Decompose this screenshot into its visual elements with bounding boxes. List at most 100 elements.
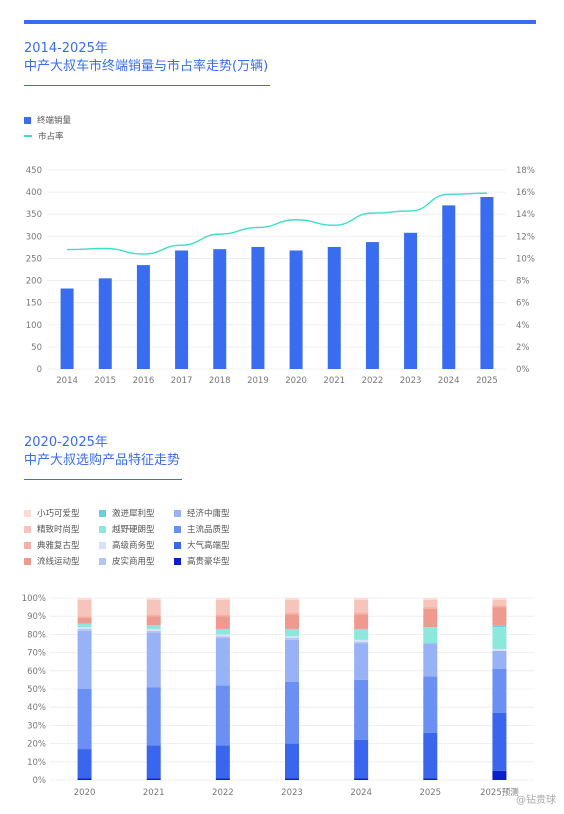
legend-item: 精致时尚型 (24, 522, 80, 536)
stack-segment (354, 679, 369, 740)
legend-item-share: 市占率 (24, 128, 71, 144)
legend-label: 越野硬朗型 (112, 525, 155, 535)
stack-segment (285, 636, 299, 639)
x-tick-label: 2018 (209, 376, 231, 386)
stack-segment (354, 778, 369, 780)
stack-segment (423, 599, 438, 608)
legend-label: 流线运动型 (37, 557, 80, 567)
legend-swatch (24, 557, 31, 565)
legend-label: 典雅复古型 (37, 541, 80, 551)
x-tick-label: 2015 (94, 376, 116, 386)
section1-underline (24, 85, 270, 86)
stack-segment (423, 732, 438, 779)
y2-tick-label: 8% (516, 277, 530, 287)
legend-swatch (174, 541, 181, 549)
stack-segment (285, 639, 299, 682)
stack-segment (77, 689, 92, 750)
stack-segment (146, 616, 161, 626)
stack-segment (77, 630, 92, 689)
x-tick-label: 2024 (438, 376, 460, 386)
stack-segment (285, 614, 299, 629)
x-tick-label: 2020 (285, 376, 307, 386)
stack-segment (77, 627, 92, 629)
y-tick-label: 50 (31, 343, 42, 353)
legend-swatch-sales (24, 116, 31, 124)
stack-segment (146, 614, 161, 617)
stack-segment (146, 745, 161, 779)
stack-segment (146, 632, 161, 688)
stack-segment (215, 634, 230, 637)
x-tick-label: 2014 (56, 376, 78, 386)
stack-segment (354, 641, 369, 644)
legend-item: 高贵豪华型 (174, 554, 230, 568)
stack-segment (146, 598, 161, 600)
x-tick-label: 2025预测 (480, 787, 519, 798)
legend-label: 激进犀利型 (112, 509, 155, 519)
sales-bar (289, 250, 303, 369)
stack-segment (354, 599, 369, 613)
stack-segment (77, 616, 92, 619)
stack-segment (285, 628, 299, 637)
stack-segment (423, 778, 438, 780)
stack-segment (146, 630, 161, 633)
sales-bar (327, 246, 341, 369)
y-tick-label: 20% (27, 740, 46, 750)
legend-item: 主流品质型 (174, 522, 230, 536)
stack-segment (492, 668, 507, 713)
y2-tick-label: 16% (516, 188, 535, 198)
stack-segment (354, 739, 369, 779)
watermark: @钻贵球 (516, 795, 556, 806)
stack-segment (492, 599, 507, 606)
y-tick-label: 90% (27, 612, 46, 622)
stack-segment (285, 778, 299, 780)
stack-segment (492, 712, 507, 771)
sales-bar (213, 249, 227, 369)
section1-title-line2: 中产大叔车市终端销量与市占率走势(万辆) (24, 59, 269, 74)
y-tick-label: 50% (27, 685, 46, 695)
x-tick-label: 2017 (171, 376, 193, 386)
y-tick-label: 30% (27, 721, 46, 731)
sales-bar (98, 278, 112, 369)
stack-segment (354, 598, 369, 600)
y-tick-label: 80% (27, 630, 46, 640)
section1-title-line1: 2014-2025年 (24, 41, 108, 56)
x-tick-label: 2021 (143, 788, 165, 798)
stack-segment (285, 598, 299, 600)
legend-item-sales: 终端销量 (24, 112, 71, 128)
legend-swatch-share (24, 135, 32, 137)
y-tick-label: 250 (26, 254, 42, 264)
legend-item: 大气高端型 (174, 538, 230, 552)
stack-segment (354, 643, 369, 680)
stack-segment (215, 636, 230, 639)
stack-segment (423, 608, 438, 628)
y-tick-label: 40% (27, 703, 46, 713)
stack-segment (215, 745, 230, 779)
chart1-legend: 终端销量 市占率 (24, 112, 71, 144)
stack-segment (285, 599, 299, 613)
y-tick-label: 100% (22, 594, 46, 604)
stack-segment (423, 627, 438, 644)
legend-label: 精致时尚型 (37, 525, 80, 535)
stack-segment (423, 643, 438, 677)
legend-label: 经济中庸型 (187, 509, 230, 519)
stack-segment (77, 628, 92, 631)
stack-segment (146, 628, 161, 631)
x-tick-label: 2023 (281, 788, 303, 798)
stack-segment (492, 648, 507, 651)
x-tick-label: 2020 (74, 788, 96, 798)
y-tick-label: 150 (26, 299, 42, 309)
stack-segment (354, 614, 369, 629)
sales-bar (480, 196, 494, 369)
x-tick-label: 2025 (419, 788, 441, 798)
legend-item: 越野硬朗型 (99, 522, 155, 536)
legend-label-sales: 终端销量 (37, 116, 72, 126)
legend-swatch (174, 525, 181, 533)
sales-bar (442, 205, 456, 369)
x-tick-label: 2022 (362, 376, 384, 386)
sales-share-chart: 0 50 100 150 200 250 300 350 400 450 0% 2% 4% 6% 8% 10%… (26, 166, 535, 386)
sales-bar (175, 250, 189, 369)
y-tick-label: 0 (37, 365, 42, 375)
y-tick-label: 10% (27, 758, 46, 768)
y2-tick-label: 6% (516, 299, 530, 309)
stack-segment (215, 616, 230, 629)
